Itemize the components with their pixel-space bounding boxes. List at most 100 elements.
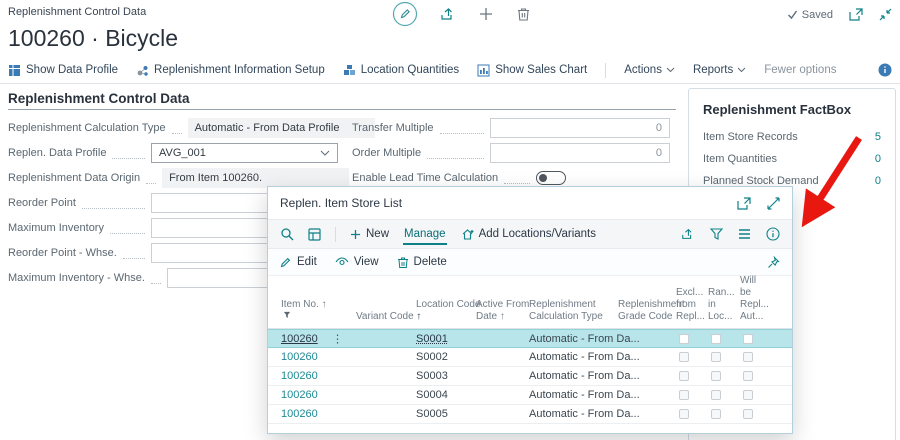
manage-actions-bar: Edit View Delete: [268, 249, 792, 276]
share-icon[interactable]: [681, 227, 695, 241]
info-icon[interactable]: [878, 63, 892, 77]
will-be-repl-checkbox[interactable]: [743, 334, 753, 344]
item-quantities-value[interactable]: 0: [874, 153, 881, 165]
sales-chart-icon: [477, 64, 490, 77]
calculation-type-cell[interactable]: Automatic - From Da...: [529, 351, 640, 363]
edit-button[interactable]: Edit: [280, 256, 317, 268]
ran-in-loc-checkbox[interactable]: [711, 334, 721, 344]
reports-menu[interactable]: Reports: [693, 64, 746, 76]
search-icon[interactable]: [280, 227, 294, 241]
column-header-item-no[interactable]: Item No. ↑: [281, 287, 327, 323]
open-in-new-window-icon[interactable]: [737, 196, 751, 210]
new-button[interactable]: New: [350, 228, 389, 240]
location-code-cell[interactable]: S0003: [416, 370, 448, 382]
table-row[interactable]: 100260 S0003 Automatic - From Da...: [268, 367, 792, 386]
save-status-area: Saved: [787, 8, 892, 21]
delete-record-icon[interactable]: [516, 6, 531, 22]
ran-in-loc-checkbox[interactable]: [711, 352, 721, 362]
table-row[interactable]: 100260 ⋮ S0001 Automatic - From Da...: [268, 329, 792, 348]
item-no-link[interactable]: 100260: [281, 351, 318, 363]
will-be-repl-checkbox[interactable]: [743, 409, 753, 419]
column-header-calculation-type[interactable]: Replenishment Calculation Type: [529, 299, 603, 322]
column-header-variant-code[interactable]: Variant Code ↑: [356, 311, 422, 322]
new-record-icon[interactable]: [478, 6, 494, 22]
excl-from-repl-checkbox[interactable]: [679, 352, 689, 362]
replenishment-calculation-type-field: Automatic - From Data Profile: [187, 117, 375, 138]
location-code-cell[interactable]: S0004: [416, 389, 448, 401]
chevron-down-icon: [737, 67, 746, 73]
record-action-bar: [392, 1, 531, 27]
planned-stock-demand-value[interactable]: 0: [874, 175, 881, 187]
edit-icon[interactable]: [392, 1, 418, 27]
show-sales-chart-button[interactable]: Show Sales Chart: [477, 64, 587, 77]
ran-in-loc-checkbox[interactable]: [711, 409, 721, 419]
choose-columns-icon[interactable]: [738, 229, 751, 239]
excl-from-repl-checkbox[interactable]: [679, 334, 689, 344]
filter-icon[interactable]: [710, 228, 723, 240]
replen-data-profile-select[interactable]: AVG_001: [151, 142, 338, 163]
column-header-grade-code[interactable]: Replenishment Grade Code: [618, 299, 685, 322]
enable-lead-time-toggle[interactable]: [536, 170, 567, 185]
location-quantities-icon: [343, 64, 356, 77]
table-row[interactable]: 100260 S0002 Automatic - From Da...: [268, 348, 792, 367]
column-header-active-from-date[interactable]: Active From Date ↑: [476, 299, 530, 322]
calculation-type-cell[interactable]: Automatic - From Da...: [529, 408, 640, 420]
location-code-cell[interactable]: S0005: [416, 408, 448, 420]
expand-icon[interactable]: [767, 196, 780, 210]
page-title: 100260 · Bicycle: [8, 25, 179, 51]
toolbar-separator: [335, 226, 336, 242]
transfer-multiple-input[interactable]: 0: [490, 117, 670, 138]
location-quantities-button[interactable]: Location Quantities: [343, 64, 459, 77]
will-be-repl-checkbox[interactable]: [743, 390, 753, 400]
ran-in-loc-checkbox[interactable]: [711, 390, 721, 400]
item-no-link[interactable]: 100260: [281, 408, 318, 420]
replen-item-store-list-dialog: Replen. Item Store List: [267, 186, 793, 434]
info-icon[interactable]: [766, 227, 780, 241]
excl-from-repl-checkbox[interactable]: [679, 390, 689, 400]
field-replen-data-profile: Replen. Data Profile AVG_001: [8, 142, 338, 163]
setup-icon: [136, 64, 149, 77]
ran-in-loc-checkbox[interactable]: [711, 371, 721, 381]
show-data-profile-button[interactable]: Show Data Profile: [8, 64, 118, 77]
item-store-records-value[interactable]: 5: [874, 131, 881, 143]
row-options-button[interactable]: ⋮: [332, 333, 343, 345]
calculation-type-cell[interactable]: Automatic - From Da...: [529, 389, 640, 401]
view-button[interactable]: View: [335, 256, 379, 268]
will-be-repl-checkbox[interactable]: [743, 371, 753, 381]
ribbon-separator: [605, 62, 607, 78]
actions-menu[interactable]: Actions: [624, 64, 675, 76]
field-transfer-multiple: Transfer Multiple 0: [352, 117, 670, 138]
table-row[interactable]: 100260 S0004 Automatic - From Da...: [268, 386, 792, 405]
factbox-row-item-store-records: Item Store Records 5: [703, 131, 881, 143]
location-code-cell[interactable]: S0002: [416, 351, 448, 363]
column-header-will-be-repl[interactable]: Will be Repl... Aut...: [740, 275, 769, 322]
order-multiple-input[interactable]: 0: [490, 142, 670, 163]
calculation-type-cell[interactable]: Automatic - From Da...: [529, 332, 640, 345]
manage-menu[interactable]: Manage: [403, 223, 447, 245]
excl-from-repl-checkbox[interactable]: [679, 371, 689, 381]
fewer-options-button[interactable]: Fewer options: [764, 64, 837, 76]
calculation-type-cell[interactable]: Automatic - From Da...: [529, 370, 640, 382]
delete-button[interactable]: Delete: [397, 256, 447, 269]
column-header-excl-from-repl[interactable]: Excl... from Repl...: [676, 287, 705, 322]
location-code-cell[interactable]: S0001: [416, 332, 448, 345]
table-row[interactable]: 100260 S0005 Automatic - From Da...: [268, 405, 792, 424]
pin-icon[interactable]: [767, 255, 780, 269]
analysis-icon[interactable]: [308, 227, 321, 241]
status-badge: Saved: [787, 9, 833, 21]
item-no-link[interactable]: 100260: [281, 370, 318, 382]
item-no-link[interactable]: 100260: [281, 389, 318, 401]
excl-from-repl-checkbox[interactable]: [679, 409, 689, 419]
share-icon[interactable]: [440, 6, 456, 22]
column-header-location-code[interactable]: Location Code ↑: [416, 299, 481, 322]
item-no-link[interactable]: 100260: [281, 332, 318, 345]
collapse-icon[interactable]: [879, 8, 892, 21]
column-header-ran-in-loc[interactable]: Ran... in Loc...: [708, 287, 735, 322]
form-left-column: Replenishment Calculation Type Automatic…: [8, 117, 375, 292]
filter-icon: [283, 311, 291, 318]
open-in-new-window-icon[interactable]: [849, 8, 863, 21]
will-be-repl-checkbox[interactable]: [743, 352, 753, 362]
replenishment-information-setup-button[interactable]: Replenishment Information Setup: [136, 64, 325, 77]
add-locations-variants-button[interactable]: Add Locations/Variants: [461, 228, 596, 241]
action-ribbon: Show Data Profile Replenishment Informat…: [0, 57, 900, 84]
